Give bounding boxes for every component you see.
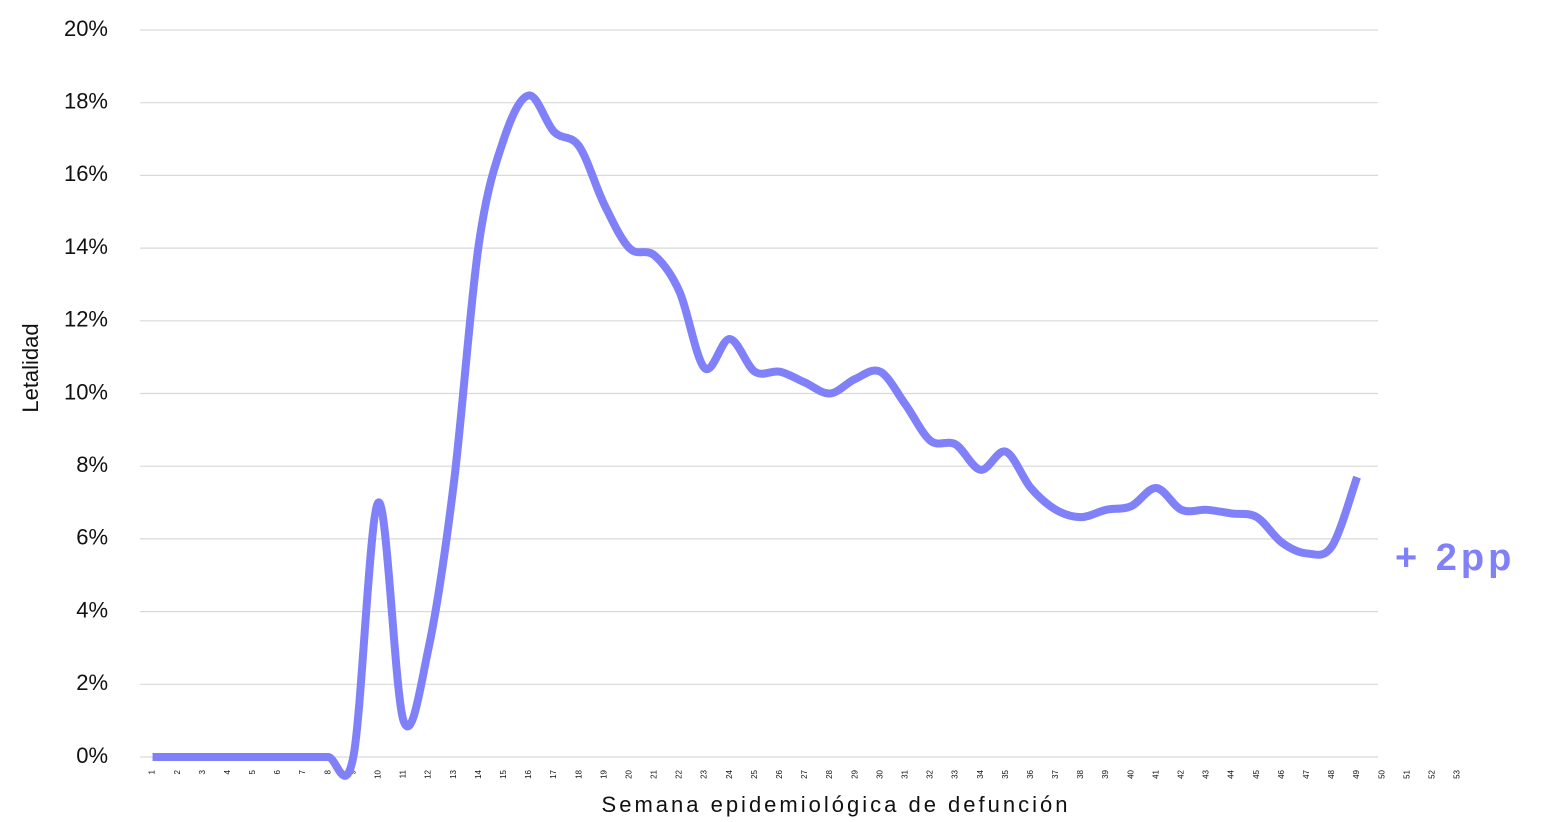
x-tick-label: 42 — [1177, 769, 1186, 778]
x-axis-title: Semana epidemiológica de defunción — [602, 792, 1071, 817]
x-tick-label: 32 — [926, 769, 935, 778]
y-tick-label: 16% — [64, 161, 108, 186]
x-tick-label: 51 — [1402, 769, 1411, 778]
x-tick-label: 48 — [1327, 769, 1336, 778]
x-tick-label: 50 — [1377, 769, 1386, 778]
x-tick-label: 18 — [574, 769, 583, 778]
x-tick-label: 8 — [323, 769, 332, 774]
x-tick-label: 49 — [1352, 769, 1361, 778]
x-tick-label: 34 — [976, 769, 985, 778]
annotation: + 2pp — [1395, 537, 1515, 579]
x-tick-label: 33 — [951, 769, 960, 778]
x-tick-label: 7 — [298, 769, 307, 774]
x-tick-label: 19 — [599, 769, 608, 778]
y-tick-label: 10% — [64, 379, 108, 404]
x-tick-label: 21 — [650, 769, 659, 778]
x-tick-label: 2 — [173, 769, 182, 774]
x-tick-label: 37 — [1051, 769, 1060, 778]
x-tick-label: 35 — [1001, 769, 1010, 778]
x-tick-label: 12 — [424, 769, 433, 778]
x-tick-label: 31 — [900, 769, 909, 778]
x-tick-label: 43 — [1202, 769, 1211, 778]
y-tick-label: 14% — [64, 234, 108, 259]
y-tick-label: 18% — [64, 89, 108, 114]
x-tick-label: 41 — [1151, 769, 1160, 778]
x-tick-label: 25 — [750, 769, 759, 778]
x-tick-label: 29 — [850, 769, 859, 778]
x-tick-label: 30 — [875, 769, 884, 778]
x-tick-label: 13 — [449, 769, 458, 778]
y-tick-label: 0% — [76, 743, 108, 768]
series-line — [152, 91, 1361, 780]
x-tick-label: 52 — [1427, 769, 1436, 778]
x-tick-label: 5 — [248, 769, 257, 774]
x-tick-label: 6 — [273, 769, 282, 774]
x-tick-label: 38 — [1076, 769, 1085, 778]
x-tick-label: 36 — [1026, 769, 1035, 778]
x-tick-label: 40 — [1126, 769, 1135, 778]
y-tick-label: 20% — [64, 16, 108, 41]
y-tick-label: 4% — [76, 597, 108, 622]
x-tick-label: 1 — [148, 769, 157, 774]
x-tick-label: 44 — [1227, 769, 1236, 778]
x-tick-label: 46 — [1277, 769, 1286, 778]
x-tick-label: 47 — [1302, 769, 1311, 778]
x-tick-label: 39 — [1101, 769, 1110, 778]
x-tick-label: 20 — [624, 769, 633, 778]
x-tick-label: 53 — [1453, 769, 1462, 778]
x-tick-label: 11 — [399, 769, 408, 778]
y-tick-label: 12% — [64, 307, 108, 332]
x-tick-label: 16 — [524, 769, 533, 778]
x-tick-label: 17 — [549, 769, 558, 778]
x-tick-label: 3 — [198, 769, 207, 774]
y-axis-title: Letalidad — [18, 323, 43, 412]
x-tick-label: 15 — [499, 769, 508, 778]
x-tick-label: 23 — [700, 769, 709, 778]
x-tick-label: 10 — [374, 769, 383, 778]
x-tick-label: 26 — [775, 769, 784, 778]
x-tick-label: 4 — [223, 769, 232, 774]
y-tick-label: 8% — [76, 452, 108, 477]
x-tick-label: 22 — [675, 769, 684, 778]
x-tick-label: 14 — [474, 769, 483, 778]
x-tick-label: 24 — [725, 769, 734, 778]
x-tick-label: 28 — [825, 769, 834, 778]
y-tick-label: 6% — [76, 525, 108, 550]
y-tick-label: 2% — [76, 670, 108, 695]
x-tick-label: 45 — [1252, 769, 1261, 778]
x-tick-label: 27 — [800, 769, 809, 778]
